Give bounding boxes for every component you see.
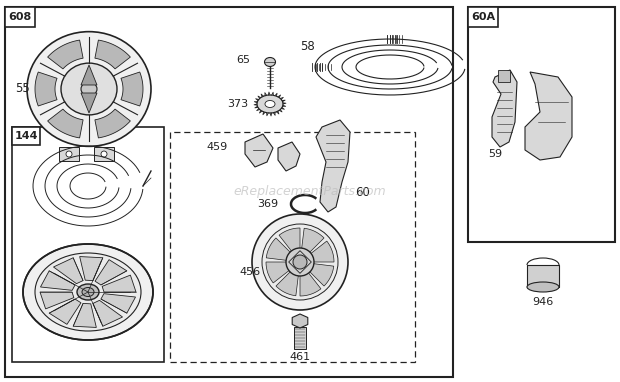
Polygon shape: [492, 70, 517, 147]
Circle shape: [101, 151, 107, 157]
Ellipse shape: [265, 100, 275, 107]
Text: 65: 65: [236, 55, 250, 65]
Polygon shape: [48, 109, 83, 138]
Polygon shape: [300, 272, 321, 296]
Circle shape: [66, 151, 72, 157]
Circle shape: [252, 214, 348, 310]
FancyBboxPatch shape: [5, 7, 35, 27]
Ellipse shape: [61, 63, 117, 115]
Polygon shape: [292, 314, 308, 328]
Polygon shape: [81, 93, 97, 113]
Polygon shape: [309, 264, 334, 286]
Ellipse shape: [77, 284, 99, 300]
Ellipse shape: [27, 32, 151, 146]
Text: 369: 369: [257, 199, 278, 209]
Polygon shape: [266, 262, 291, 283]
Text: 58: 58: [300, 40, 315, 53]
Bar: [468, 7, 615, 242]
Bar: [289, 251, 311, 273]
Text: eReplacementParts.com: eReplacementParts.com: [234, 186, 386, 199]
Polygon shape: [95, 40, 130, 69]
Text: 60: 60: [355, 186, 370, 199]
Text: 55: 55: [15, 83, 29, 96]
Bar: [5, 7, 453, 377]
Ellipse shape: [35, 253, 141, 331]
Bar: [94, 147, 114, 161]
Ellipse shape: [265, 58, 275, 66]
Polygon shape: [245, 134, 273, 167]
Polygon shape: [279, 228, 300, 253]
Text: 461: 461: [290, 352, 311, 362]
FancyBboxPatch shape: [12, 127, 40, 145]
Ellipse shape: [257, 95, 283, 113]
Ellipse shape: [23, 244, 153, 340]
Bar: [170, 132, 415, 362]
Polygon shape: [93, 300, 123, 326]
Text: 60A: 60A: [471, 12, 495, 22]
Polygon shape: [81, 65, 97, 85]
Circle shape: [262, 224, 338, 300]
Circle shape: [293, 255, 307, 269]
Polygon shape: [266, 238, 291, 261]
FancyBboxPatch shape: [468, 7, 498, 27]
Ellipse shape: [82, 288, 94, 296]
Bar: [59, 147, 79, 161]
Polygon shape: [40, 292, 74, 309]
Polygon shape: [276, 270, 299, 296]
Ellipse shape: [81, 82, 97, 96]
Bar: [527, 265, 559, 287]
Polygon shape: [301, 228, 324, 254]
Text: 608: 608: [9, 12, 32, 22]
Text: 144: 144: [14, 131, 38, 141]
Polygon shape: [121, 72, 143, 106]
Polygon shape: [309, 241, 334, 262]
Text: 459: 459: [206, 142, 228, 152]
Polygon shape: [79, 257, 103, 281]
Bar: [294, 327, 306, 349]
Polygon shape: [53, 258, 83, 284]
Polygon shape: [102, 275, 136, 292]
Text: 59: 59: [488, 149, 502, 159]
Polygon shape: [35, 72, 57, 106]
Text: 456: 456: [240, 267, 261, 277]
Bar: [12, 127, 164, 362]
Circle shape: [286, 248, 314, 276]
Polygon shape: [316, 120, 350, 212]
Polygon shape: [49, 299, 81, 324]
Polygon shape: [95, 260, 127, 285]
Polygon shape: [525, 72, 572, 160]
Text: 373: 373: [227, 99, 248, 109]
Polygon shape: [101, 294, 136, 313]
Polygon shape: [95, 109, 130, 138]
Ellipse shape: [527, 282, 559, 292]
Polygon shape: [48, 40, 83, 69]
Polygon shape: [40, 271, 75, 290]
Text: 946: 946: [533, 297, 554, 307]
Bar: [498, 70, 510, 82]
Polygon shape: [278, 142, 300, 171]
Polygon shape: [73, 303, 96, 327]
